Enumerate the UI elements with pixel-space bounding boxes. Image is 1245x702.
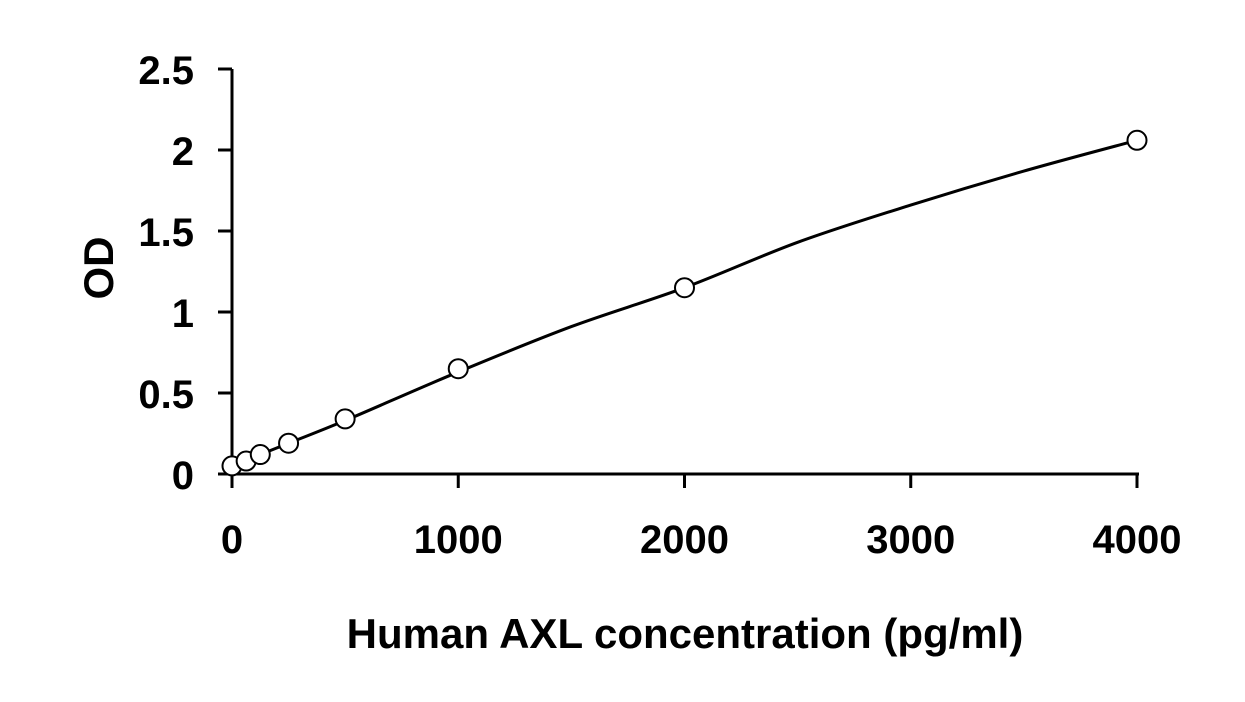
y-tick-label: 0 xyxy=(172,454,194,498)
fit-curve-layer xyxy=(231,138,1138,468)
fit-curve xyxy=(231,138,1138,468)
data-point xyxy=(249,444,271,466)
data-point xyxy=(674,277,695,299)
tick-labels: 0 0.5 1 1.5 2 2.5 0 1000 2000 3000 4000 xyxy=(138,49,1181,562)
y-tick-label: 1.5 xyxy=(138,211,194,255)
x-axis-title: Human AXL concentration (pg/ml) xyxy=(347,610,1024,657)
tick-marks xyxy=(218,67,1139,488)
x-tick-label: 0 xyxy=(221,518,243,562)
y-tick-label: 0.5 xyxy=(138,373,194,417)
data-points xyxy=(221,129,1148,477)
x-tick-label: 3000 xyxy=(866,518,955,562)
x-tick-label: 2000 xyxy=(640,518,729,562)
axes xyxy=(218,69,1139,482)
x-tick-label: 4000 xyxy=(1093,518,1182,562)
y-tick-label: 2.5 xyxy=(138,49,194,93)
y-axis-title: OD xyxy=(75,237,122,300)
data-point xyxy=(447,358,469,380)
data-point xyxy=(334,408,356,430)
data-point xyxy=(1126,129,1148,151)
data-point xyxy=(278,432,300,454)
x-tick-label: 1000 xyxy=(414,518,503,562)
y-tick-label: 2 xyxy=(172,130,194,174)
y-tick-label: 1 xyxy=(172,292,194,336)
